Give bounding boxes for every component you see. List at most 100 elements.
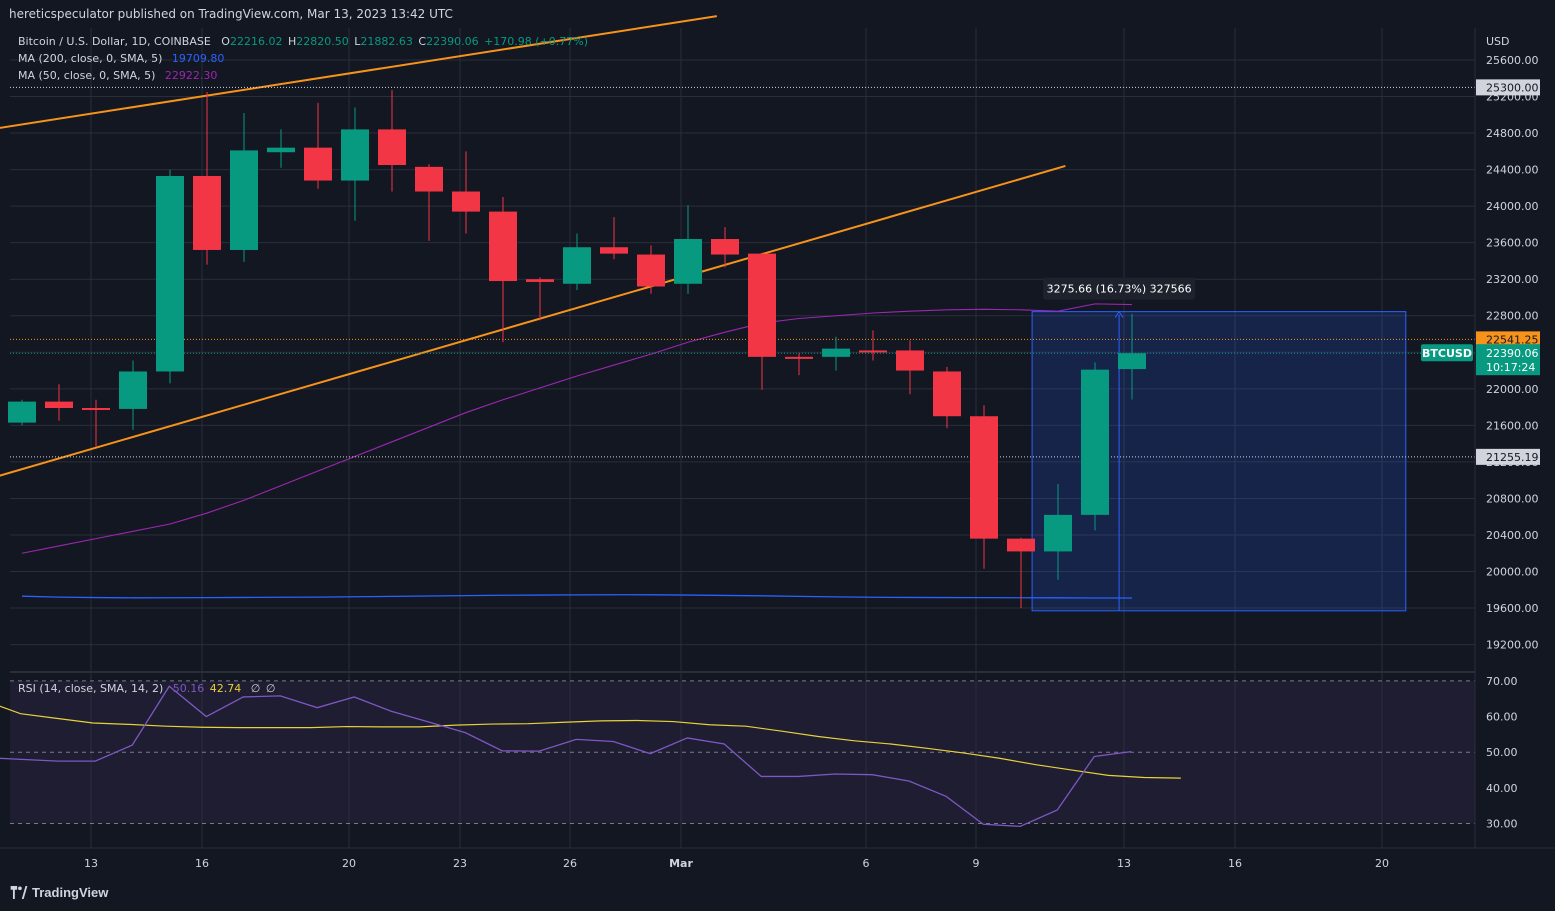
legend-ma200: MA (200, close, 0, SMA, 5) 19709.80 <box>18 52 226 65</box>
legend-rsi: RSI (14, close, SMA, 14, 2) 50.16 42.74 … <box>18 682 277 695</box>
price-level-tag-label: 22541.25 <box>1486 333 1539 346</box>
trend-line <box>0 15 718 129</box>
tradingview-logo-icon <box>10 886 28 899</box>
candle-body <box>1118 353 1146 370</box>
price-axis-tick-label: 23600.00 <box>1486 237 1539 250</box>
candle-body <box>8 401 36 423</box>
price-axis-tick-label: 23200.00 <box>1486 273 1539 286</box>
measure-label: 3275.66 (16.73%) 327566 <box>1047 283 1192 296</box>
price-level-tag <box>1476 331 1540 348</box>
tradingview-logo[interactable]: TradingView <box>10 885 108 900</box>
ma50-line <box>21 303 1133 554</box>
legend-o-label: O <box>221 35 230 48</box>
publisher-line: hereticspeculator published on TradingVi… <box>9 7 453 21</box>
rsi-axis-tick-label: 50.00 <box>1486 746 1518 759</box>
x-axis-tick-label: 16 <box>1228 857 1242 870</box>
rsi-axis-tick-label: 60.00 <box>1486 711 1518 724</box>
price-level-tag-label: 21255.19 <box>1486 451 1539 464</box>
legend-ma50: MA (50, close, 0, SMA, 5) 22922.30 <box>18 69 219 82</box>
legend-rsi-extra-1: ∅ <box>250 682 261 695</box>
legend-l-label: L <box>354 35 361 48</box>
rsi-axis-tick-label: 70.00 <box>1486 675 1518 688</box>
legend-ma200-value: 19709.80 <box>171 52 225 65</box>
footer-bar <box>0 878 1555 911</box>
candle-body <box>82 408 110 411</box>
price-axis-tick-label: 24000.00 <box>1486 200 1539 213</box>
candle-body <box>415 166 443 192</box>
candle-body <box>785 356 813 359</box>
legend-main: Bitcoin / U.S. Dollar, 1D, COINBASE O222… <box>18 35 590 48</box>
candle-body <box>1007 538 1035 552</box>
x-axis-tick-label: 23 <box>453 857 467 870</box>
price-axis-tick-label: 22800.00 <box>1486 310 1539 323</box>
legend-o-value: 22216.02 <box>229 35 283 48</box>
x-axis-tick-label: 6 <box>863 857 870 870</box>
legend-ma200-label: MA (200, close, 0, SMA, 5) <box>18 52 163 65</box>
measure-arrow-head <box>1114 310 1124 318</box>
candle-body <box>1081 369 1109 515</box>
candle-body <box>896 350 924 371</box>
symbol-tag <box>1421 344 1473 362</box>
candle-body <box>119 371 147 409</box>
chart-canvas[interactable]: 13 16 20 23 26 Mar 6 9 13 16 2025600.0025200.00248… <box>0 0 1555 878</box>
candle-body <box>637 254 665 287</box>
symbol-tag-label: BTCUSD <box>1422 347 1472 360</box>
price-axis-tick-label: 20000.00 <box>1486 566 1539 579</box>
candle-body <box>230 150 258 250</box>
x-axis-tick-label: 16 <box>195 857 209 870</box>
legend-c-value: 22390.06 <box>426 35 479 48</box>
x-axis-tick-label: 20 <box>342 857 356 870</box>
price-axis-tick-label: 19200.00 <box>1486 639 1539 652</box>
candle-body <box>933 371 961 417</box>
legend-l-value: 21882.63 <box>360 35 413 48</box>
price-level-tag-label: 25300.00 <box>1486 81 1539 94</box>
x-axis-tick-label: Mar <box>669 857 693 870</box>
x-axis-tick-label: 13 <box>1117 857 1131 870</box>
legend-symbol: Bitcoin / U.S. Dollar, 1D, COINBASE <box>18 35 211 48</box>
rsi-axis-tick-label: 30.00 <box>1486 818 1518 831</box>
legend-h-label: H <box>287 35 297 48</box>
legend-rsi-extra-2: ∅ <box>265 682 276 695</box>
candle-body <box>711 239 739 255</box>
candle-body <box>304 147 332 181</box>
trend-line <box>0 164 1066 477</box>
candle-body <box>45 401 73 409</box>
brand-name: TradingView <box>32 885 109 900</box>
candle-body <box>489 211 517 282</box>
candle-body <box>526 279 554 282</box>
candle-body <box>970 416 998 539</box>
price-axis-tick-label: 19600.00 <box>1486 602 1539 615</box>
rsi-ma-line <box>0 705 1181 779</box>
price-axis-tick-label: 20800.00 <box>1486 492 1539 505</box>
price-axis-tick-label: 24400.00 <box>1486 164 1539 177</box>
legend-ma50-value: 22922.30 <box>164 69 218 82</box>
candle-body <box>1044 514 1072 552</box>
candle-body <box>341 129 369 181</box>
measure-label-background <box>1043 277 1196 300</box>
legend-ma50-label: MA (50, close, 0, SMA, 5) <box>18 69 156 82</box>
top-bar: hereticspeculator published on TradingVi… <box>0 0 1555 28</box>
price-axis-tick-label: 24800.00 <box>1486 127 1539 140</box>
legend-rsi-label: RSI (14, close, SMA, 14, 2) <box>18 682 164 695</box>
candle-body <box>563 247 591 284</box>
candle-body <box>156 175 184 372</box>
candle-body <box>452 191 480 212</box>
price-level-tag <box>1476 448 1540 465</box>
candle-body <box>748 253 776 357</box>
legend-change: +170.98 (+0.77%) <box>484 35 589 48</box>
candle-body <box>600 247 628 254</box>
price-axis-tick-label: 21600.00 <box>1486 419 1539 432</box>
last-price-tag <box>1476 344 1540 376</box>
x-axis-tick-label: 13 <box>84 857 98 870</box>
legend-c-label: C <box>418 35 427 48</box>
price-axis-tick-label: 20400.00 <box>1486 529 1539 542</box>
candle-body <box>267 147 295 153</box>
countdown-label: 10:17:24 <box>1486 361 1535 374</box>
price-axis-tick-label: 22000.00 <box>1486 383 1539 396</box>
candle-body <box>674 239 702 284</box>
price-axis-tick-label: 25600.00 <box>1486 54 1539 67</box>
candle-body <box>193 175 221 250</box>
legend-rsi-value: 50.16 <box>172 682 205 695</box>
x-axis-tick-label: 20 <box>1375 857 1389 870</box>
rsi-axis-tick-label: 40.00 <box>1486 782 1518 795</box>
